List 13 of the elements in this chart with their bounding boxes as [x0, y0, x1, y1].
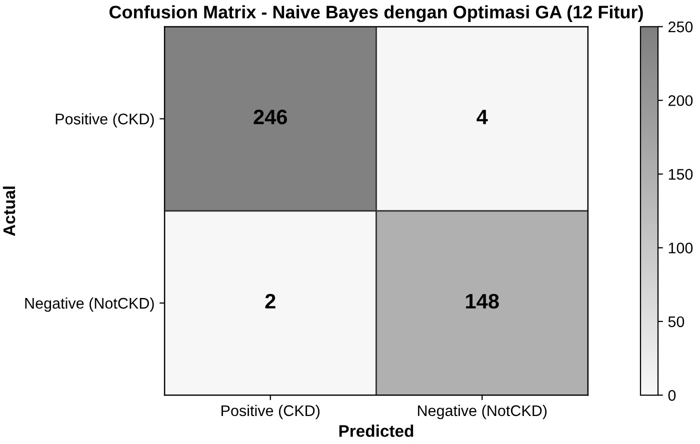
data-label: 246 [254, 110, 288, 124]
color-bar-label: 50 [668, 316, 684, 328]
chart-title: Confusion Matrix - Naive Bayes dengan Optimasi GA (12 Fitur) [109, 5, 643, 22]
color-bar-label: 100 [668, 242, 693, 254]
y-axis-title: Actual [2, 186, 16, 236]
data-label: 2 [265, 294, 276, 308]
data-label: 4 [476, 110, 488, 124]
x-axis-title: Predicted [339, 424, 414, 437]
color-bar-label: 250 [668, 22, 693, 32]
color-bar-label: 200 [668, 95, 693, 106]
data-label: 148 [466, 294, 499, 309]
color-bar-label: 150 [668, 168, 693, 180]
color-bar-label: 0 [668, 390, 676, 401]
